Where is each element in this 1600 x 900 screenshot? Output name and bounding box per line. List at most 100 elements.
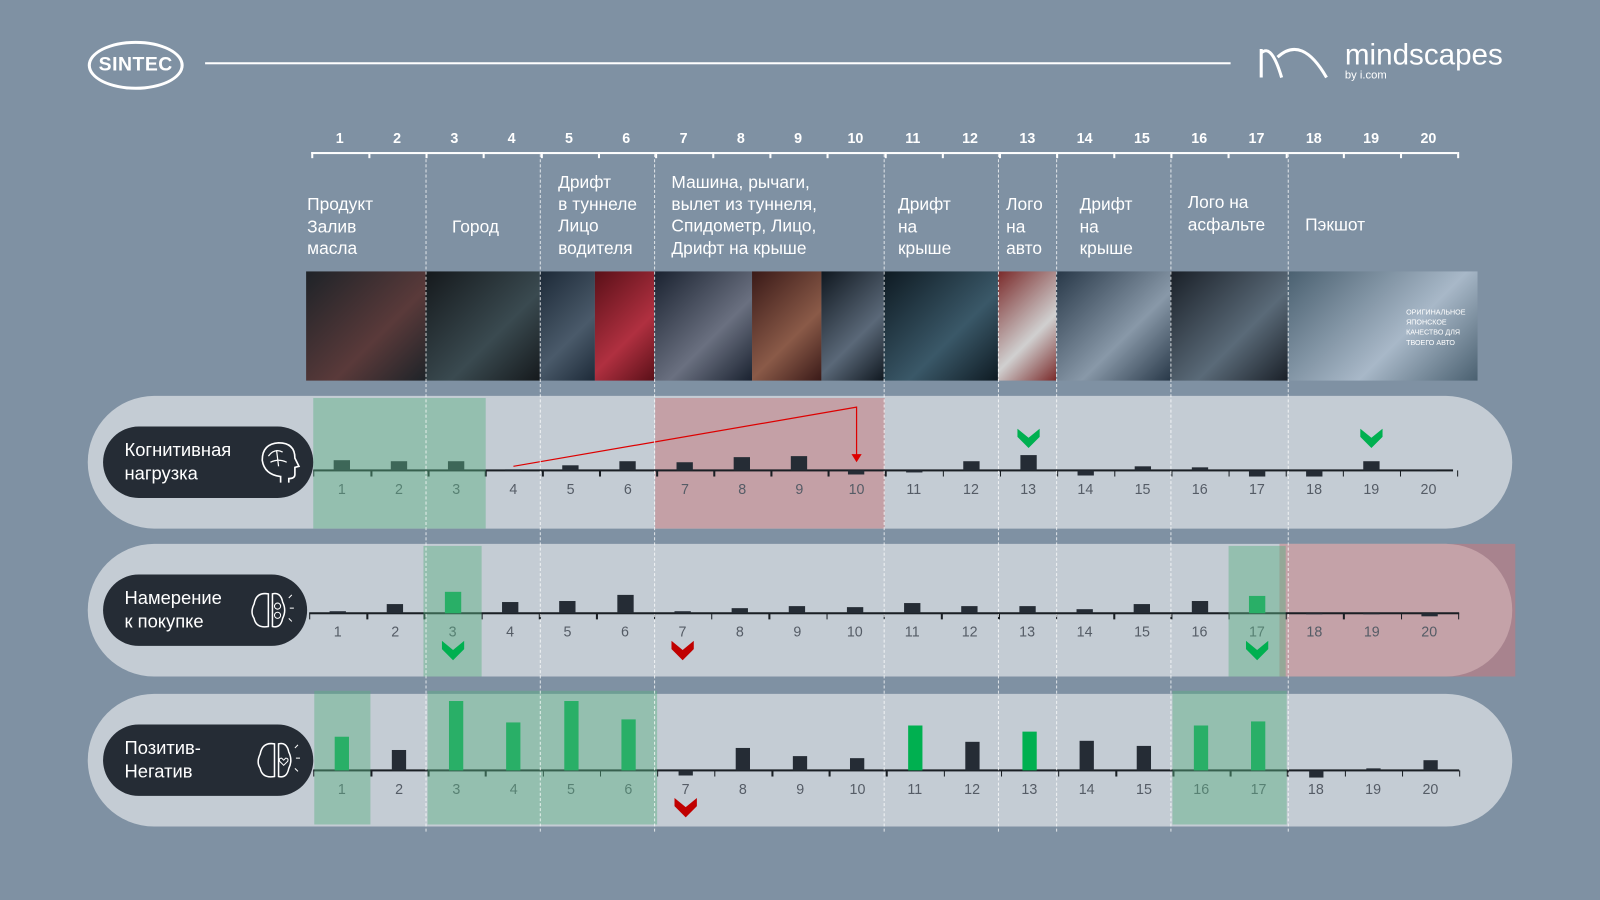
metric-tick [1000, 770, 1003, 777]
header-tick [998, 152, 1001, 159]
metric-tick [713, 470, 716, 477]
bar [846, 607, 863, 614]
metric-number: 14 [1078, 780, 1095, 797]
scene-label-line: на [1006, 216, 1026, 237]
bar [1191, 601, 1208, 614]
header-number: 18 [1305, 129, 1322, 146]
metric-number: 17 [1248, 480, 1265, 497]
metric-number: 3 [452, 480, 461, 497]
mindscapes-sub: by i.com [1344, 69, 1387, 82]
header-number: 14 [1076, 129, 1093, 146]
metric-tick [1342, 470, 1345, 477]
scene-label-line: Город [452, 217, 499, 237]
metric-number: 8 [735, 623, 744, 640]
metric-tick [768, 613, 771, 620]
metric-tick [1459, 770, 1461, 777]
header-tick [1399, 152, 1402, 159]
metric-label-text: Намерение к покупке [124, 587, 221, 634]
bar [1421, 613, 1438, 617]
header-tick [1285, 152, 1288, 159]
metric-number: 6 [623, 480, 632, 497]
metric-number: 13 [1019, 623, 1036, 640]
bar [1191, 467, 1208, 471]
bar [619, 461, 636, 471]
bar [1308, 770, 1323, 778]
scene-label-line: на [897, 216, 918, 237]
bar [1305, 470, 1323, 477]
scene-label: Машина, рычаги, вылет из туннеля, Спидомет… [671, 171, 816, 259]
bar [563, 701, 579, 771]
metric-tick [1228, 470, 1230, 477]
metric-tick [714, 770, 716, 777]
metric-tick [1113, 613, 1115, 620]
bar [789, 606, 806, 614]
green-chevron-icon [1360, 428, 1383, 448]
scene-label: Город [452, 216, 499, 238]
metric-number: 5 [567, 780, 575, 797]
red-highlight [1279, 543, 1513, 677]
metric-label-line: к покупке [124, 611, 204, 632]
bar [735, 747, 751, 771]
metric-number: 20 [1421, 623, 1438, 640]
scene-label-line: Дрифт на крыше [671, 238, 807, 258]
bar [1248, 470, 1266, 477]
scene-thumbnail [1287, 271, 1478, 381]
metric-tick [770, 470, 773, 477]
metric-number: 13 [1020, 480, 1037, 497]
metric-label-line: нагрузка [124, 463, 198, 484]
bar [449, 701, 464, 771]
metric-tick [538, 613, 541, 620]
header-tick [884, 152, 887, 159]
header-number: 9 [794, 129, 803, 146]
bar [674, 611, 691, 614]
bar [1363, 461, 1380, 471]
metric-tick [1171, 470, 1173, 477]
metric-tick [1457, 613, 1460, 620]
header-tick [311, 152, 314, 159]
bar [1363, 613, 1380, 615]
scene-label-line: асфальте [1187, 214, 1266, 235]
bar [1076, 609, 1093, 614]
metric-number: 13 [1021, 780, 1038, 797]
scene-separator [1056, 154, 1058, 832]
metric-number: 9 [795, 480, 804, 497]
metric-tick [1113, 470, 1116, 477]
metric-number: 4 [509, 780, 518, 797]
metric-label: Когнитивная нагрузка [103, 426, 314, 498]
bar [1079, 740, 1094, 771]
header-number: 6 [622, 129, 631, 146]
bar [678, 770, 693, 776]
bar [848, 470, 865, 475]
scene-label-line: Лицо [558, 216, 599, 236]
scene-label-line: водителя [558, 238, 633, 258]
bar [505, 469, 522, 471]
green-highlight [314, 690, 371, 825]
header-tick [597, 152, 600, 159]
scene-thumbnail [539, 271, 595, 381]
metric-tick [885, 470, 887, 477]
scene-label-line: Спидометр, Лицо, [671, 216, 817, 236]
metric-number: 15 [1134, 623, 1150, 640]
scene-separator [1287, 154, 1289, 832]
scene-thumbnail [425, 271, 540, 381]
metric-number: 8 [738, 480, 747, 497]
metric-tick [427, 470, 430, 477]
metric-number: 14 [1076, 623, 1093, 640]
bar [961, 606, 978, 614]
metric-number: 20 [1420, 480, 1437, 497]
header-tick [368, 152, 371, 159]
metric-tick [1058, 770, 1060, 777]
bar [734, 457, 751, 471]
scene-thumbnail [594, 271, 655, 381]
scene-label-line: Дрифт [558, 172, 612, 192]
header-number: 17 [1248, 129, 1265, 146]
metric-number: 11 [904, 623, 920, 640]
metric-tick [370, 770, 372, 777]
scene-label-line: Лого на [1187, 192, 1249, 213]
metric-number: 4 [506, 623, 515, 640]
bar [1022, 731, 1037, 771]
metric-tick [599, 470, 601, 477]
metric-tick [1229, 770, 1232, 777]
bar [616, 594, 634, 614]
green-chevron-icon [1245, 640, 1269, 661]
